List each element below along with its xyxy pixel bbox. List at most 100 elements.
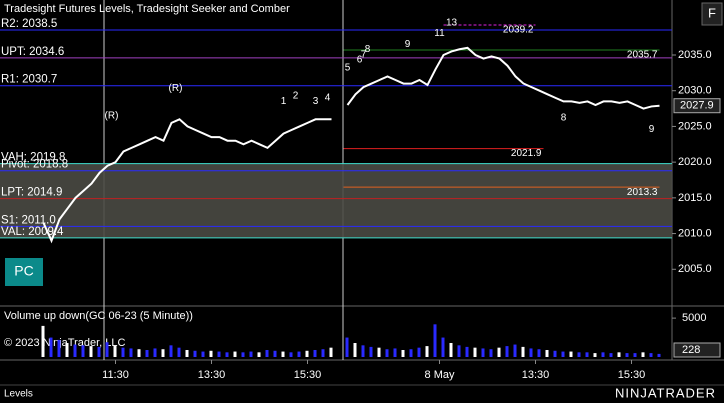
volume-bar	[49, 337, 53, 357]
y-tick-label: 2035.0	[678, 49, 712, 61]
volume-bar	[249, 351, 253, 357]
y-tick-label: 2010.0	[678, 227, 712, 239]
volume-bar	[521, 346, 525, 357]
level-label: S1: 2011.0	[1, 214, 56, 226]
volume-bar	[553, 350, 557, 357]
count-label: (R)	[105, 110, 119, 121]
volume-bar	[321, 349, 325, 357]
volume-bar	[393, 348, 397, 357]
volume-bar	[329, 347, 333, 357]
f-button-label[interactable]: F	[708, 5, 716, 20]
volume-bar	[593, 353, 597, 357]
pc-button-label[interactable]: PC	[14, 263, 33, 279]
volume-bar	[233, 351, 237, 357]
volume-bar	[121, 347, 125, 357]
x-tick-label: 15:30	[294, 369, 322, 381]
volume-bar	[225, 352, 229, 357]
volume-bar	[417, 347, 421, 357]
volume-bar	[297, 351, 301, 357]
count-label: 5	[345, 62, 351, 73]
volume-bar	[457, 345, 461, 357]
pc-button[interactable]	[5, 258, 43, 286]
volume-bar	[617, 352, 621, 357]
volume-bar	[425, 346, 429, 357]
volume-bar	[409, 349, 413, 357]
price-line	[42, 46, 660, 244]
volume-bar	[153, 348, 157, 357]
x-tick-label: 13:30	[198, 369, 226, 381]
last-price: 2027.9	[680, 100, 714, 112]
volume-bar	[401, 350, 405, 357]
x-tick-label: 8 May	[425, 369, 455, 381]
volume-bar	[497, 347, 501, 357]
volume-bar	[449, 343, 453, 357]
x-tick-label: 15:30	[618, 369, 646, 381]
last-volume: 228	[682, 344, 700, 356]
volume-bar	[537, 349, 541, 357]
y-tick-label: 2030.0	[678, 85, 712, 97]
volume-bar	[169, 345, 173, 357]
count-label: 6	[357, 55, 363, 66]
volume-bar	[489, 349, 493, 357]
x-tick-label: 11:30	[102, 369, 129, 381]
volume-bar	[257, 352, 261, 357]
value-area	[0, 163, 672, 238]
level-label: LPT: 2014.9	[1, 187, 62, 199]
volume-bar	[313, 350, 317, 357]
volume-bar	[505, 346, 509, 357]
count-label: 2	[293, 90, 299, 101]
volume-tick-label: 5000	[682, 312, 706, 324]
logo: NINJATRADER	[615, 385, 716, 400]
count-label: 9	[649, 124, 655, 135]
volume-bar	[305, 350, 309, 357]
volume-bar	[649, 353, 653, 357]
count-label: 3	[313, 96, 319, 107]
last-price-box	[673, 98, 721, 114]
y-tick-label: 2025.0	[678, 120, 712, 132]
volume-bar	[609, 353, 613, 357]
volume-bar	[657, 353, 661, 357]
volume-bar	[145, 350, 149, 357]
level-label: Pivot: 2018.8	[1, 159, 68, 171]
count-label: 13	[446, 17, 458, 28]
level-label: R2: 2038.5	[1, 18, 57, 30]
count-label: 8	[365, 44, 371, 55]
x-tick-label: 13:30	[522, 369, 550, 381]
volume-bar	[433, 324, 437, 357]
count-label: 11	[434, 28, 445, 39]
level-label: R1: 2030.7	[1, 74, 57, 86]
volume-title: Volume up down(GC 06-23 (5 Minute))	[4, 310, 193, 322]
volume-bar	[129, 348, 133, 357]
last-volume-box	[673, 342, 721, 358]
volume-bar	[465, 346, 469, 357]
volume-bar	[241, 352, 245, 357]
y-tick-label: 2005.0	[678, 263, 712, 275]
volume-bar	[473, 347, 477, 357]
f-button[interactable]	[701, 2, 723, 26]
count-label: 8	[561, 112, 567, 123]
copyright: © 2023 NinjaTrader, LLC	[4, 337, 125, 349]
count-label: (R)	[169, 83, 183, 94]
y-tick-label: 2015.0	[678, 192, 712, 204]
volume-bar	[81, 345, 85, 357]
volume-bar	[201, 351, 205, 357]
volume-bar	[185, 350, 189, 357]
volume-bar	[97, 346, 101, 357]
volume-bar	[89, 346, 93, 357]
segment-label: 2021.9	[511, 148, 542, 159]
volume-bar	[273, 350, 277, 357]
volume-bar	[265, 350, 269, 357]
volume-bar	[633, 353, 637, 357]
volume-bar	[289, 352, 293, 357]
volume-bar	[281, 351, 285, 357]
volume-bar	[65, 343, 69, 357]
volume-bar	[161, 349, 165, 357]
volume-bar	[209, 350, 213, 357]
volume-bar	[641, 352, 645, 357]
chart-title: Tradesight Futures Levels, Tradesight Se…	[4, 3, 290, 15]
volume-bar	[529, 348, 533, 357]
volume-bar	[569, 351, 573, 357]
volume-bar	[137, 349, 141, 357]
tab-label[interactable]: Levels	[4, 389, 33, 400]
level-label: VAH: 2019.8	[1, 152, 65, 164]
